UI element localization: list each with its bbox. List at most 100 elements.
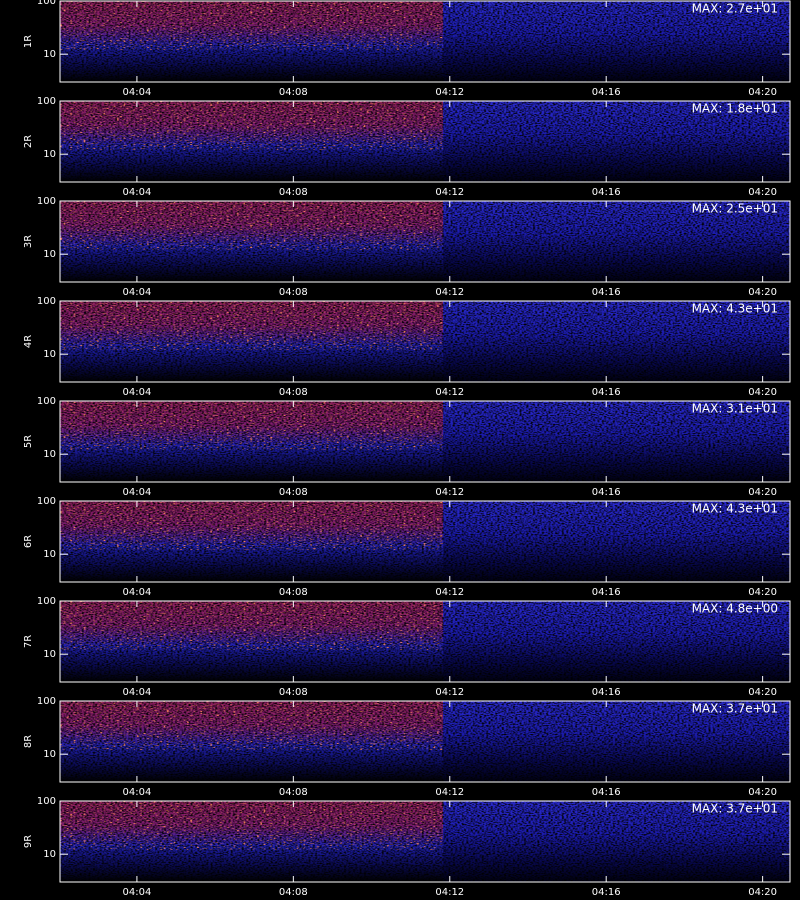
x-tick-label: 04:12: [435, 787, 464, 798]
x-tick-label: 04:12: [435, 287, 464, 298]
x-tick-label: 04:12: [435, 587, 464, 598]
x-tick-label: 04:08: [279, 287, 308, 298]
max-annotation: MAX: 3.7e+01: [692, 802, 778, 816]
y-tick-label: 10: [43, 449, 56, 460]
max-annotation: MAX: 4.3e+01: [692, 502, 778, 516]
y-axis-label: 4R: [23, 335, 34, 348]
x-tick-label: 04:20: [748, 87, 777, 98]
y-axis-label: 1R: [23, 35, 34, 48]
y-tick-label: 10: [43, 549, 56, 560]
spectrogram-hot: [60, 1, 443, 50]
max-annotation: MAX: 1.8e+01: [692, 102, 778, 116]
y-axis-label: 3R: [23, 235, 34, 248]
y-tick-label: 10: [43, 249, 56, 260]
x-tick-label: 04:08: [279, 187, 308, 198]
y-tick-label: 10: [43, 349, 56, 360]
y-tick-label: 100: [37, 96, 56, 107]
x-tick-label: 04:20: [748, 387, 777, 398]
y-tick-label: 100: [37, 796, 56, 807]
x-tick-label: 04:08: [279, 687, 308, 698]
x-tick-label: 04:20: [748, 287, 777, 298]
plot-frame: [59, 100, 791, 183]
max-annotation: MAX: 2.5e+01: [692, 202, 778, 216]
y-axis-label: 2R: [23, 135, 34, 148]
x-tick-label: 04:08: [279, 387, 308, 398]
spectrogram-hot: [60, 301, 443, 350]
x-tick-label: 04:20: [748, 687, 777, 698]
spectrogram-hot: [60, 801, 443, 850]
plot-frame: [59, 700, 791, 783]
plot-frame: [59, 400, 791, 483]
x-tick-label: 04:16: [592, 487, 621, 498]
x-tick-label: 04:16: [592, 287, 621, 298]
x-tick-label: 04:04: [122, 787, 151, 798]
spectrogram-hot: [60, 401, 443, 450]
y-tick-label: 10: [43, 749, 56, 760]
x-tick-label: 04:08: [279, 87, 308, 98]
plot-frame: [59, 800, 791, 883]
y-tick-label: 10: [43, 849, 56, 860]
plot-frame: [59, 0, 791, 83]
max-annotation: MAX: 3.7e+01: [692, 702, 778, 716]
max-annotation: MAX: 4.3e+01: [692, 302, 778, 316]
max-annotation: MAX: 2.7e+01: [692, 2, 778, 16]
y-tick-label: 100: [37, 596, 56, 607]
y-tick-label: 10: [43, 49, 56, 60]
x-tick-label: 04:20: [748, 487, 777, 498]
spectrogram-hot: [60, 201, 443, 250]
x-tick-label: 04:12: [435, 187, 464, 198]
spectrogram-hot: [60, 101, 443, 150]
x-tick-label: 04:16: [592, 387, 621, 398]
y-axis-label: 7R: [23, 635, 34, 648]
x-tick-label: 04:04: [122, 387, 151, 398]
plot-frame: [59, 600, 791, 683]
x-tick-label: 04:20: [748, 787, 777, 798]
max-annotation: MAX: 4.8e+00: [692, 602, 778, 616]
x-tick-label: 04:04: [122, 187, 151, 198]
y-tick-label: 10: [43, 649, 56, 660]
y-tick-label: 10: [43, 149, 56, 160]
y-tick-label: 100: [37, 396, 56, 407]
spectrogram-hot: [60, 701, 443, 750]
y-axis-label: 6R: [23, 535, 34, 548]
x-tick-label: 04:04: [122, 287, 151, 298]
x-tick-label: 04:20: [748, 587, 777, 598]
x-tick-label: 04:04: [122, 687, 151, 698]
spectrogram-hot: [60, 601, 443, 650]
plot-frame: [59, 500, 791, 583]
x-tick-label: 04:04: [122, 87, 151, 98]
x-tick-label: 04:16: [592, 687, 621, 698]
x-tick-label: 04:08: [279, 587, 308, 598]
x-tick-label: 04:12: [435, 687, 464, 698]
max-annotation: MAX: 3.1e+01: [692, 402, 778, 416]
y-axis-label: 8R: [23, 735, 34, 748]
x-tick-label: 04:16: [592, 587, 621, 598]
x-tick-label: 04:16: [592, 87, 621, 98]
x-tick-label: 04:12: [435, 887, 464, 898]
x-tick-label: 04:16: [592, 787, 621, 798]
x-tick-label: 04:20: [748, 187, 777, 198]
y-tick-label: 100: [37, 296, 56, 307]
plot-frame: [59, 200, 791, 283]
x-tick-label: 04:04: [122, 487, 151, 498]
y-axis-label: 9R: [23, 835, 34, 848]
spectrogram-hot: [60, 501, 443, 550]
y-tick-label: 100: [37, 496, 56, 507]
x-tick-label: 04:04: [122, 587, 151, 598]
x-tick-label: 04:12: [435, 87, 464, 98]
x-tick-label: 04:12: [435, 387, 464, 398]
plot-frame: [59, 300, 791, 383]
x-tick-label: 04:12: [435, 487, 464, 498]
x-tick-label: 04:20: [748, 887, 777, 898]
y-tick-label: 100: [37, 196, 56, 207]
y-tick-label: 100: [37, 696, 56, 707]
x-tick-label: 04:08: [279, 787, 308, 798]
x-tick-label: 04:08: [279, 887, 308, 898]
x-tick-label: 04:16: [592, 887, 621, 898]
x-tick-label: 04:04: [122, 887, 151, 898]
y-axis-label: 5R: [23, 435, 34, 448]
x-tick-label: 04:16: [592, 187, 621, 198]
y-tick-label: 100: [37, 0, 56, 7]
